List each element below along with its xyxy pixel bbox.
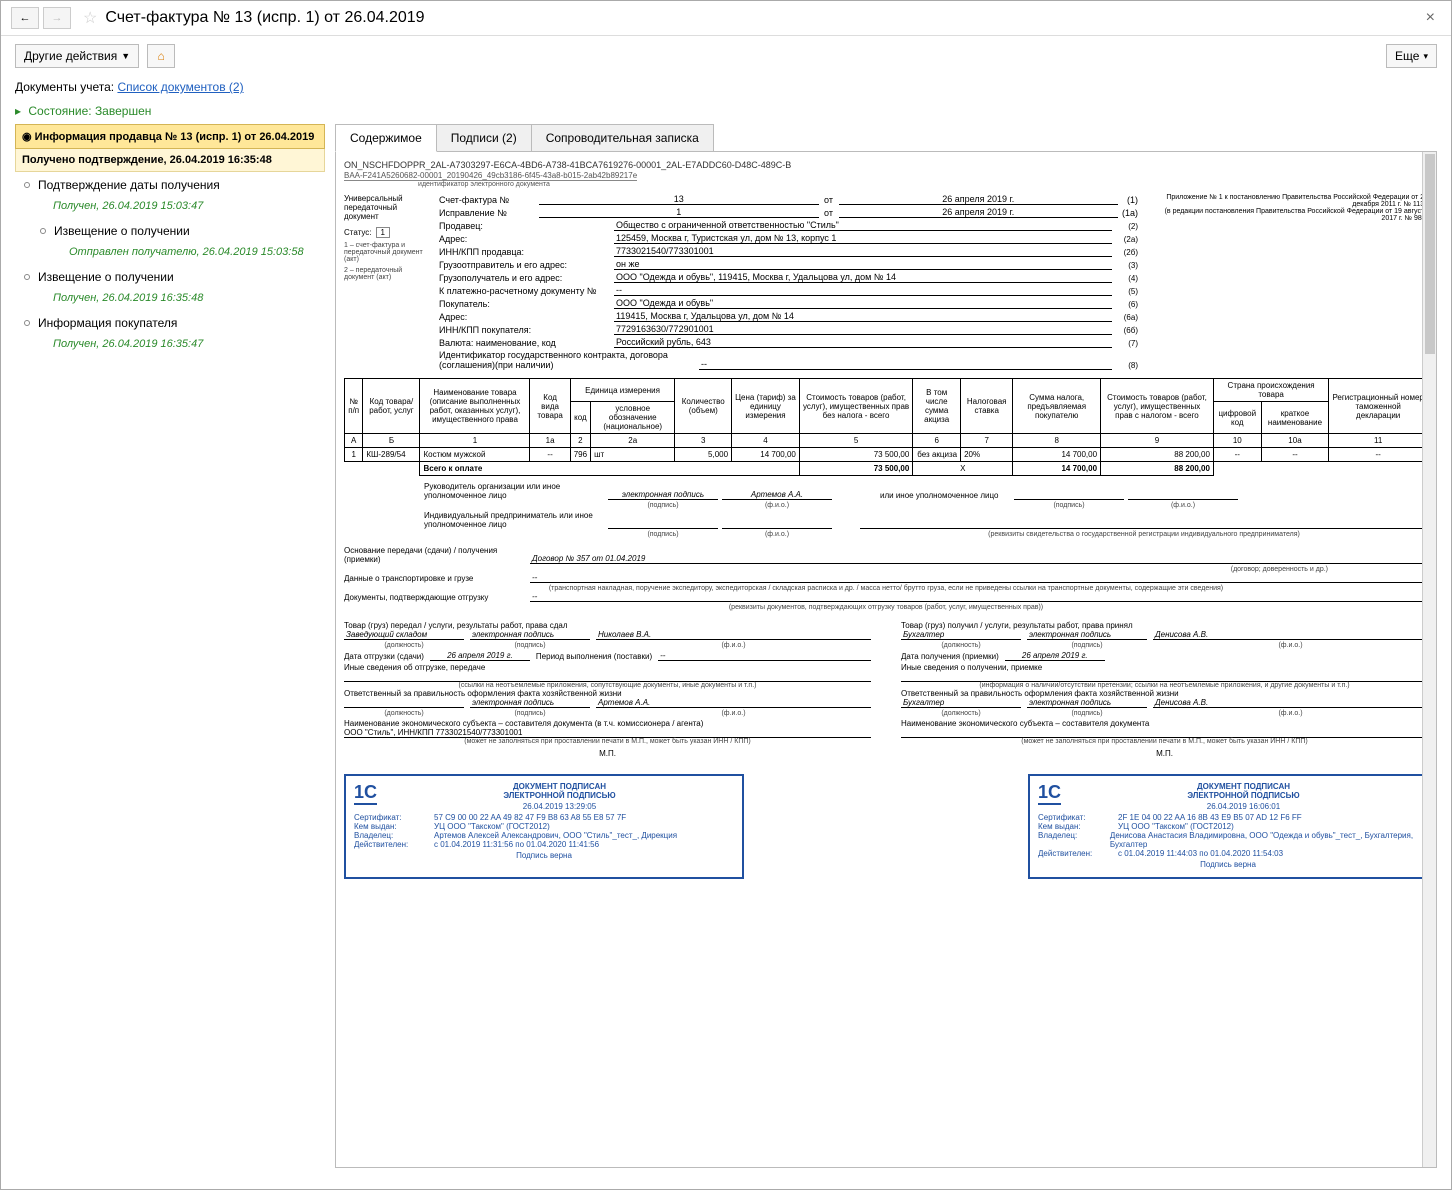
scrollbar[interactable] <box>1422 152 1436 1167</box>
hierarchy-button[interactable]: ⌂ <box>147 44 175 68</box>
tree-node-3[interactable]: Извещение о получении <box>15 264 325 290</box>
tree-confirm[interactable]: Получено подтверждение, 26.04.2019 16:35… <box>15 149 325 172</box>
doc-id-caption: идентификатор электронного документа <box>344 181 624 188</box>
document-view: ON_NSCHFDOPPR_2AL-A7303297-E6CA-4BD6-A73… <box>335 152 1437 1168</box>
tree-status-2: Отправлен получателю, 26.04.2019 15:03:5… <box>15 244 325 264</box>
signature-stamp-2: 1С ДОКУМЕНТ ПОДПИСАН ЭЛЕКТРОННОЙ ПОДПИСЬ… <box>1028 774 1428 879</box>
favorite-icon[interactable]: ☆ <box>83 8 97 28</box>
tree-status-4: Получен, 26.04.2019 16:35:47 <box>15 336 325 356</box>
signature-stamp-1: 1С ДОКУМЕНТ ПОДПИСАН ЭЛЕКТРОННОЙ ПОДПИСЬ… <box>344 774 744 879</box>
nav-forward-button[interactable]: → <box>43 7 71 29</box>
nav-back-button[interactable]: ← <box>11 7 39 29</box>
tree-node-4[interactable]: Информация покупателя <box>15 310 325 336</box>
tab-signatures[interactable]: Подписи (2) <box>436 124 532 151</box>
status-value: 1 <box>376 227 390 238</box>
documents-link[interactable]: Список документов (2) <box>117 80 243 94</box>
tree-node-1[interactable]: Подтверждение даты получения <box>15 172 325 198</box>
invoice-table: № п/п Код товара/ работ, услуг Наименова… <box>344 378 1428 476</box>
tree-header[interactable]: ◉ Информация продавца № 13 (испр. 1) от … <box>15 124 325 149</box>
doc-id-1: ON_NSCHFDOPPR_2AL-A7303297-E6CA-4BD6-A73… <box>344 160 1428 170</box>
tab-content[interactable]: Содержимое <box>335 124 437 152</box>
more-button[interactable]: Еще▾ <box>1386 44 1437 68</box>
doc-id-2: BAA-F241A5260682-00001_20190426_49cb3186… <box>344 171 637 181</box>
tab-note[interactable]: Сопроводительная записка <box>531 124 714 151</box>
documents-label: Документы учета: <box>15 80 114 94</box>
other-actions-button[interactable]: Другие действия▼ <box>15 44 139 68</box>
upd-label: Универсальный передаточный документ <box>344 194 429 221</box>
window-title: Счет-фактура № 13 (испр. 1) от 26.04.201… <box>105 9 424 27</box>
tree-pane: ◉ Информация продавца № 13 (испр. 1) от … <box>15 124 325 1168</box>
tree-node-2[interactable]: Извещение о получении <box>15 218 325 244</box>
state-expand-icon[interactable]: ▸ <box>15 104 21 118</box>
tree-status-1: Получен, 26.04.2019 15:03:47 <box>15 198 325 218</box>
table-row: 1КШ-289/54Костюм мужской--796шт5,00014 7… <box>345 448 1428 462</box>
state-value: Завершен <box>95 104 151 118</box>
close-button[interactable]: × <box>1420 9 1441 27</box>
state-label: Состояние: <box>28 104 91 118</box>
tree-status-3: Получен, 26.04.2019 16:35:48 <box>15 290 325 310</box>
